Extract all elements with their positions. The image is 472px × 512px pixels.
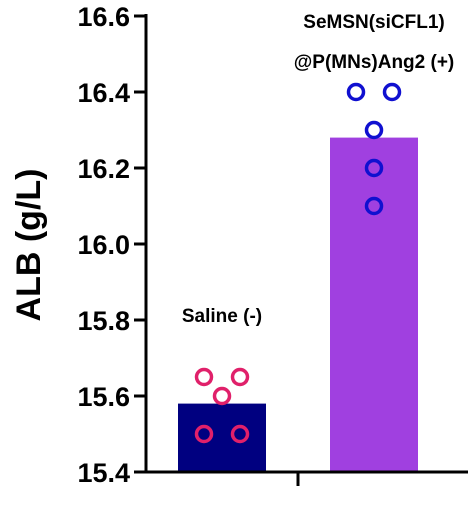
bar-annotation: SeMSN(siCFL1) (303, 12, 444, 33)
data-point (194, 367, 214, 387)
y-tick-label: 16.4 (77, 78, 130, 108)
data-point (230, 424, 250, 444)
bar-annotation: @P(MNs)Ang2 (+) (294, 52, 455, 73)
data-point (364, 120, 384, 140)
data-points (194, 82, 402, 444)
y-tick-label: 16.0 (77, 230, 130, 260)
y-axis-ticks: 15.4 15.6 15.8 16.0 16.2 16.4 16.6 (77, 2, 146, 488)
y-axis-title: ALB (g/L) (10, 169, 48, 322)
data-point (382, 82, 402, 102)
bar-1 (178, 403, 266, 472)
y-tick-label: 16.2 (77, 154, 130, 184)
y-tick-label: 15.6 (77, 382, 130, 412)
bar-annotation: Saline (-) (182, 306, 262, 327)
y-tick-label: 16.6 (77, 2, 130, 32)
data-point (212, 386, 232, 406)
y-tick-label: 15.4 (77, 458, 130, 488)
data-point (230, 367, 250, 387)
data-point (364, 196, 384, 216)
data-point (346, 82, 366, 102)
bars (178, 137, 418, 472)
bar-2 (330, 137, 418, 472)
annotations: Saline (-) SeMSN(siCFL1) @P(MNs)Ang2 (+) (182, 12, 454, 327)
data-point (194, 424, 214, 444)
data-point (364, 158, 384, 178)
y-tick-label: 15.8 (77, 306, 130, 336)
